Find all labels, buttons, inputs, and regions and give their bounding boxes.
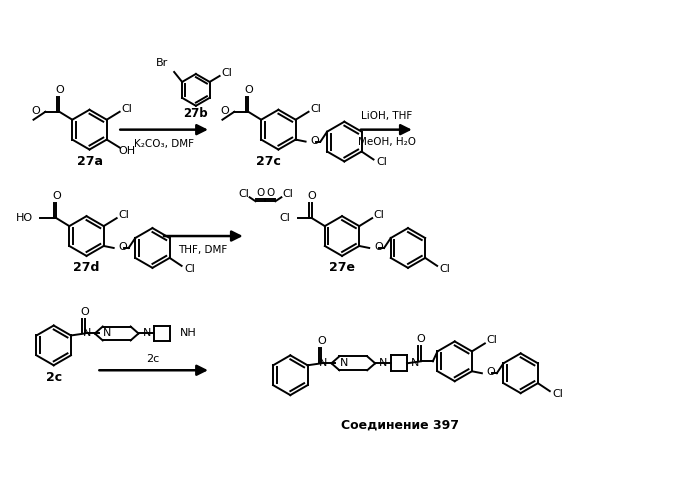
Text: N: N xyxy=(379,358,387,368)
Text: O: O xyxy=(80,306,89,317)
Text: O: O xyxy=(119,242,127,252)
Text: Br: Br xyxy=(156,58,168,68)
Text: K₂CO₃, DMF: K₂CO₃, DMF xyxy=(134,138,194,149)
Text: N: N xyxy=(411,358,419,368)
Text: O: O xyxy=(257,188,265,198)
Text: OH: OH xyxy=(118,146,135,155)
Text: 27d: 27d xyxy=(73,261,100,274)
Text: Соединение 397: Соединение 397 xyxy=(340,419,459,431)
Text: O: O xyxy=(487,367,496,377)
Text: 27b: 27b xyxy=(184,107,208,120)
Text: Cl: Cl xyxy=(552,389,563,399)
Text: O: O xyxy=(244,85,252,95)
Text: Cl: Cl xyxy=(374,210,384,220)
Text: Cl: Cl xyxy=(221,68,232,78)
Text: O: O xyxy=(308,191,316,201)
Text: N: N xyxy=(143,329,151,338)
Text: 27e: 27e xyxy=(329,261,355,274)
Text: N: N xyxy=(82,329,91,338)
Text: LiOH, THF: LiOH, THF xyxy=(361,111,412,121)
Text: Cl: Cl xyxy=(310,104,321,114)
Text: Cl: Cl xyxy=(440,264,451,274)
Text: 27c: 27c xyxy=(256,155,281,168)
Text: Cl: Cl xyxy=(282,189,293,199)
Text: O: O xyxy=(310,136,319,146)
Text: Cl: Cl xyxy=(279,213,290,223)
Text: Cl: Cl xyxy=(238,189,249,199)
Text: 2c: 2c xyxy=(147,354,160,364)
Text: NH: NH xyxy=(180,329,197,338)
Text: O: O xyxy=(31,106,41,116)
Text: N: N xyxy=(319,358,327,368)
Text: O: O xyxy=(317,336,326,347)
Text: 2c: 2c xyxy=(45,371,62,384)
Text: Cl: Cl xyxy=(184,264,195,274)
Text: N: N xyxy=(103,329,111,338)
Text: 27a: 27a xyxy=(76,155,103,168)
Text: O: O xyxy=(55,85,64,95)
Text: O: O xyxy=(374,242,383,252)
Text: Cl: Cl xyxy=(487,335,497,346)
Text: THF, DMF: THF, DMF xyxy=(178,245,227,255)
Text: N: N xyxy=(340,358,348,368)
Text: O: O xyxy=(417,334,425,345)
Text: O: O xyxy=(266,188,275,198)
Text: O: O xyxy=(52,191,61,201)
Text: O: O xyxy=(221,106,229,116)
Text: Cl: Cl xyxy=(376,157,387,167)
Text: HO: HO xyxy=(15,213,33,223)
Text: Cl: Cl xyxy=(118,210,129,220)
Text: MeOH, H₂O: MeOH, H₂O xyxy=(358,136,416,147)
Text: Cl: Cl xyxy=(121,104,132,114)
